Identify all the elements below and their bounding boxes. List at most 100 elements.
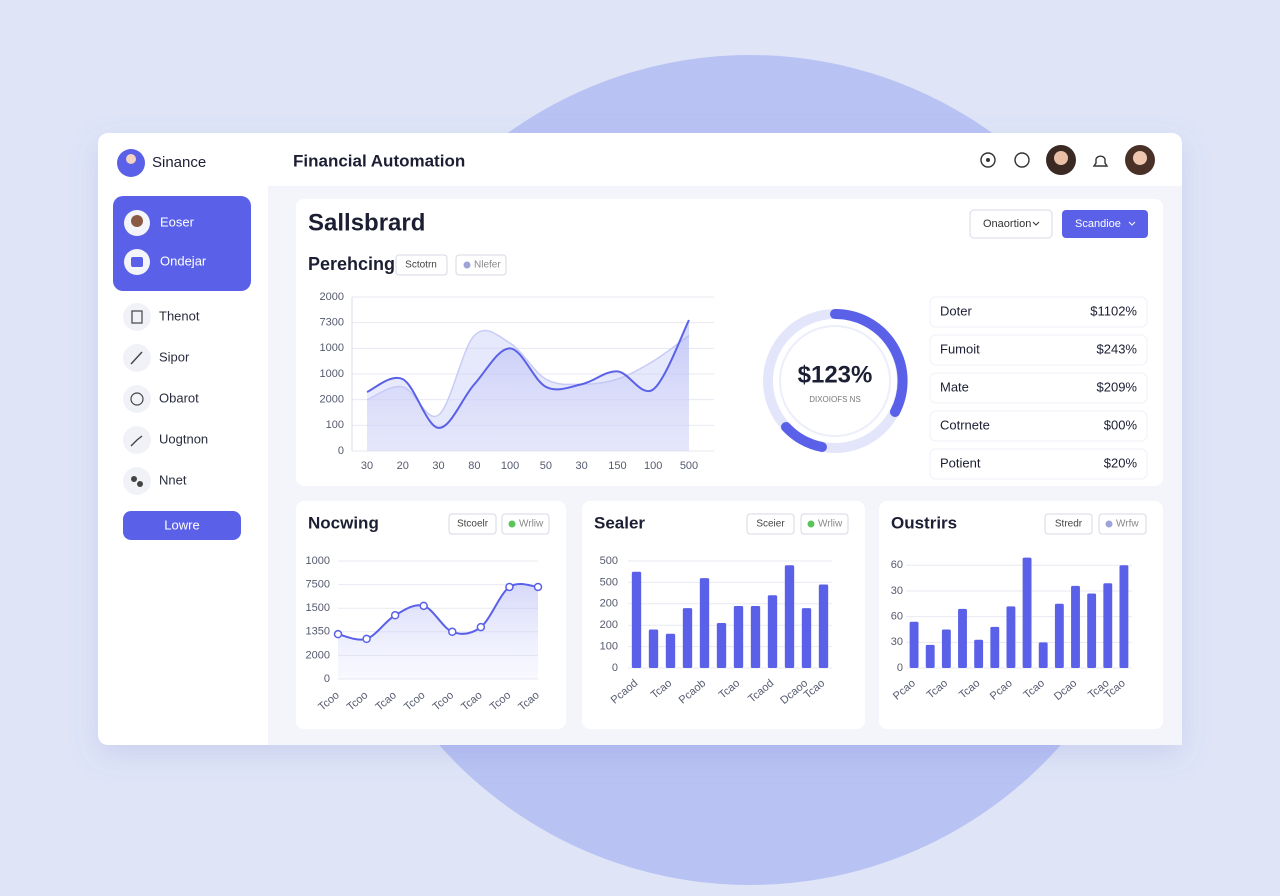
- bar: [1022, 557, 1032, 668]
- header-icon[interactable]: [1014, 152, 1030, 168]
- header-title: Financial Automation: [293, 151, 465, 170]
- bar: [767, 595, 778, 668]
- dropdown[interactable]: [1062, 210, 1148, 238]
- bar: [925, 644, 935, 668]
- x-tick-label: 30: [576, 460, 588, 472]
- profile-item[interactable]: Eoser: [160, 214, 195, 229]
- bar: [1038, 642, 1048, 668]
- point: [419, 601, 428, 611]
- sidebar-button[interactable]: [123, 511, 241, 540]
- donut-arc: [781, 422, 827, 452]
- main-title: Sallsbrard: [308, 209, 425, 236]
- tab-label[interactable]: Wrliw: [519, 519, 544, 530]
- tab-label[interactable]: Wrliw: [818, 519, 843, 530]
- tab[interactable]: [501, 513, 550, 535]
- tab-label[interactable]: Sctotrn: [405, 260, 437, 271]
- stat-value: $1102%: [1090, 303, 1137, 318]
- bar: [818, 584, 829, 668]
- bar: [1006, 606, 1016, 668]
- nav-icon-glyph: [131, 476, 137, 482]
- point: [362, 634, 371, 644]
- bar: [1054, 603, 1064, 668]
- dropdown-label[interactable]: Onaortion: [983, 218, 1031, 230]
- bar: [682, 608, 693, 668]
- nav-icon-glyph: [130, 435, 143, 447]
- tab-dot: [508, 520, 516, 528]
- profile-item[interactable]: Ondejar: [160, 253, 207, 268]
- tab[interactable]: [448, 513, 497, 535]
- x-tick-label: 30: [361, 460, 373, 472]
- tab-dot: [807, 520, 815, 528]
- sidebar-button-label[interactable]: Lowre: [164, 517, 199, 532]
- bar: [750, 605, 761, 668]
- tab[interactable]: [1098, 513, 1147, 535]
- bar: [941, 629, 951, 668]
- nav-icon-glyph: [130, 392, 144, 406]
- nav-item[interactable]: Nnet: [159, 472, 187, 487]
- tab[interactable]: [395, 254, 448, 276]
- stat-row: [929, 410, 1148, 442]
- chart-title: Perehcing: [308, 254, 395, 274]
- bar: [648, 629, 659, 668]
- nav-icon: [123, 467, 151, 495]
- avatar-face: [1054, 151, 1068, 165]
- stat-list: Doter $1102% Fumoit $243% Mate $209% Cotrnete $…: [929, 296, 1148, 480]
- x-tick-label: 80: [468, 460, 480, 472]
- header-icon[interactable]: [980, 152, 996, 168]
- bar: [631, 571, 642, 668]
- brand-name: Sinance: [152, 154, 206, 171]
- tab-label[interactable]: Nlefer: [474, 260, 501, 271]
- tab[interactable]: [800, 513, 849, 535]
- y-tick-label: 1500: [306, 602, 330, 614]
- point: [505, 582, 514, 592]
- stat-row: [929, 296, 1148, 328]
- x-tick-label: 50: [540, 460, 552, 472]
- y-tick-label: 0: [324, 673, 330, 685]
- tab-label[interactable]: Sceier: [756, 519, 785, 530]
- bar: [733, 605, 744, 668]
- nav-item[interactable]: Obarot: [159, 390, 199, 405]
- y-tick-label: 500: [600, 576, 618, 588]
- chart-title: Nocwing: [308, 513, 379, 532]
- tab-label[interactable]: Wrfw: [1116, 519, 1139, 530]
- nav-item[interactable]: Uogtnon: [159, 431, 208, 446]
- nav-icon-glyph: [131, 310, 143, 324]
- stat-label: Cotrnete: [940, 417, 990, 432]
- stat-label: Mate: [940, 379, 969, 394]
- dropdown[interactable]: [969, 209, 1053, 239]
- stat-label: Fumoit: [940, 341, 980, 356]
- tab-label[interactable]: Stredr: [1055, 519, 1083, 530]
- tab-dot: [463, 261, 471, 269]
- tab[interactable]: [746, 513, 795, 535]
- nav-item[interactable]: Thenot: [159, 308, 200, 323]
- bar: [1087, 593, 1097, 668]
- panel: [879, 501, 1163, 729]
- bar: [801, 608, 812, 668]
- nav-item[interactable]: Sipor: [159, 349, 190, 364]
- area-fill: [338, 583, 538, 679]
- profile-avatar-face: [131, 215, 143, 227]
- tab-label[interactable]: Stcoelr: [457, 519, 489, 530]
- donut-arc: [830, 308, 908, 417]
- tab[interactable]: [455, 254, 507, 276]
- stat-row: [929, 372, 1148, 404]
- bar: [974, 639, 984, 668]
- chevron: [1032, 221, 1040, 226]
- profile-card: [113, 196, 251, 291]
- y-tick-label: 500: [600, 555, 618, 567]
- stat-row: [929, 448, 1148, 480]
- profile-icon-glyph: [131, 257, 143, 267]
- bell-icon[interactable]: [1092, 155, 1109, 167]
- y-tick-label: 2000: [306, 649, 330, 661]
- y-tick-label: 7300: [320, 317, 344, 329]
- chart-title: Oustrirs: [891, 513, 957, 532]
- brand-logo-face: [126, 154, 136, 164]
- stat-value: $243%: [1097, 341, 1138, 356]
- x-tick-label: 30: [432, 460, 444, 472]
- dropdown-label[interactable]: Scandioe: [1075, 218, 1121, 230]
- tab[interactable]: [1044, 513, 1093, 535]
- y-tick-label: 30: [891, 636, 903, 648]
- area-line: [366, 319, 690, 429]
- x-tick-label: 100: [644, 460, 662, 472]
- bar: [1103, 583, 1113, 668]
